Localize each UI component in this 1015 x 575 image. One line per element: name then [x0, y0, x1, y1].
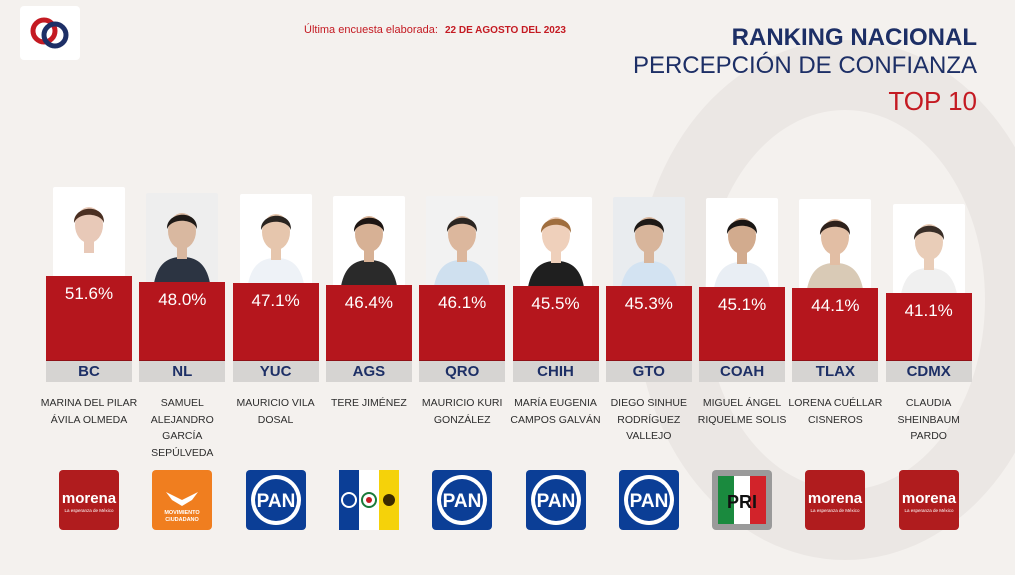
candidate-name: CLAUDIA SHEINBAUM PARDO: [897, 397, 960, 442]
pan-party-logo: PAN: [432, 470, 493, 530]
candidate-name: SAMUEL ALEJANDRO GARCÍA SEPÚLVEDA: [150, 397, 214, 459]
state-label: AGS: [325, 361, 412, 382]
svg-text:morena: morena: [902, 490, 957, 507]
candidate-name: MAURICIO VILA DOSAL: [236, 397, 315, 426]
svg-text:PAN: PAN: [629, 491, 668, 512]
bar-value-label: 45.1%: [717, 294, 767, 314]
svg-text:PAN: PAN: [256, 491, 295, 512]
candidate-photo: [53, 187, 125, 277]
pri-party-logo: PRI: [712, 470, 773, 530]
candidate-photo: [332, 195, 405, 286]
bar-value-label: 51.6%: [64, 284, 114, 303]
brand-logo: [20, 6, 80, 60]
state-label: NL: [139, 361, 226, 382]
bar: [792, 288, 879, 361]
pan-party-logo: PAN: [525, 470, 586, 530]
bar-value-label: 45.3%: [624, 294, 673, 314]
candidate-photo: [426, 196, 499, 287]
survey-date-line: Última encuesta elaborada: 22 DE AGOSTO …: [304, 24, 566, 36]
state-label: GTO: [605, 361, 692, 382]
svg-text:CIUDADANO: CIUDADANO: [165, 517, 199, 523]
bar-value-label: 47.1%: [251, 291, 300, 311]
candidate-photo: [612, 197, 685, 288]
bar-value-label: 46.4%: [344, 292, 393, 312]
movimiento-ciudadano-party-logo: MOVIMIENTO CIUDADANO: [152, 470, 213, 530]
title-ranking: RANKING NACIONAL: [731, 24, 977, 51]
svg-text:La esperanza de México: La esperanza de México: [904, 508, 954, 513]
morena-party-logo: morena La esperanza de México: [898, 470, 959, 530]
candidate-photo: [519, 197, 592, 288]
svg-text:PRI: PRI: [727, 492, 757, 512]
morena-party-logo: morena La esperanza de México: [59, 470, 119, 530]
svg-text:PAN: PAN: [536, 491, 575, 512]
candidate-name: MARINA DEL PILAR ÁVILA OLMEDA: [40, 397, 138, 426]
bar: [512, 286, 599, 361]
candidate-name: TERE JIMÉNEZ: [330, 397, 407, 409]
candidate-name: MAURICIO KURI GONZÁLEZ: [421, 397, 503, 426]
candidate-name: DIEGO SINHUE RODRÍGUEZ VALLEJO: [610, 397, 688, 442]
bar: [139, 281, 226, 361]
state-label: CDMX: [885, 361, 972, 382]
svg-text:morena: morena: [62, 490, 117, 507]
svg-text:MOVIMIENTO: MOVIMIENTO: [165, 510, 201, 516]
bar: [699, 286, 786, 361]
title-subtitle: PERCEPCIÓN DE CONFIANZA: [632, 52, 977, 79]
candidate-photo: [239, 194, 312, 285]
candidate-name: MARÍA EUGENIA CAMPOS GALVÁN: [510, 397, 601, 426]
candidate-name: MIGUEL ÁNGEL RIQUELME SOLIS: [697, 397, 787, 426]
state-label: YUC: [232, 361, 319, 382]
morena-party-logo: morena La esperanza de México: [805, 470, 866, 530]
svg-text:PAN: PAN: [443, 491, 482, 512]
candidate-name: LORENA CUÉLLAR CISNEROS: [788, 397, 883, 426]
bar-value-label: 46.1%: [438, 293, 487, 313]
state-label: TLAX: [792, 361, 879, 382]
bar-value-label: 48.0%: [158, 289, 207, 309]
bar: [419, 285, 506, 361]
state-label: COAH: [699, 361, 786, 382]
svg-text:La esperanza de México: La esperanza de México: [811, 508, 861, 513]
bar-value-label: 44.1%: [811, 296, 860, 316]
candidate-photo: [706, 197, 779, 288]
bar-value-label: 45.5%: [531, 294, 580, 314]
candidate-photo: [799, 199, 872, 290]
bar: [325, 284, 412, 361]
bar: [46, 276, 132, 361]
bar-value-label: 41.1%: [904, 301, 953, 321]
survey-date: 22 DE AGOSTO DEL 2023: [444, 25, 566, 36]
svg-text:morena: morena: [808, 490, 863, 507]
candidate-photo: [146, 192, 219, 283]
pan-party-logo: PAN: [245, 470, 306, 530]
bar: [232, 283, 319, 361]
pan-pri-prd-party-logo: [338, 470, 399, 530]
bar: [605, 286, 692, 361]
survey-label: Última encuesta elaborada:: [304, 24, 438, 36]
state-label: QRO: [419, 361, 506, 382]
bar: [885, 293, 972, 361]
candidate-photo: [892, 204, 965, 295]
title-top10: TOP 10: [888, 86, 977, 116]
svg-text:La esperanza de México: La esperanza de México: [64, 508, 114, 513]
pan-party-logo: PAN: [618, 470, 679, 530]
state-label: BC: [46, 361, 132, 382]
state-label: CHIH: [512, 361, 599, 382]
